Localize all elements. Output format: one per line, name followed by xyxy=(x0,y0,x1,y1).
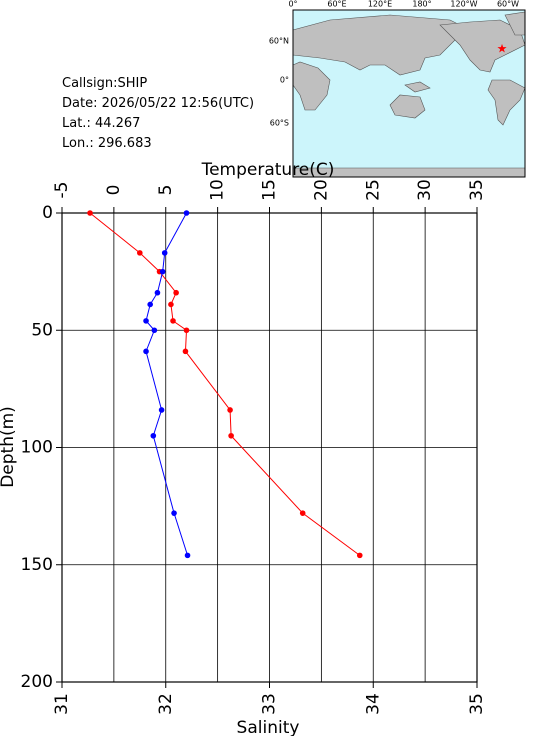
plot-frame xyxy=(61,212,478,683)
x-tick-label: 15 xyxy=(260,179,280,201)
info-line: Lon.: 296.683 xyxy=(62,136,152,151)
profile-point xyxy=(161,250,168,256)
x2-tick-label: 31 xyxy=(52,693,72,715)
profile-point xyxy=(228,432,234,439)
profile-point xyxy=(143,348,149,355)
profile-point xyxy=(168,301,174,308)
x2-tick-label: 35 xyxy=(467,693,487,715)
station-info: Callsign:SHIP Date: 2026/05/22 12:56(UTC)… xyxy=(62,76,254,151)
profile-point xyxy=(159,268,166,275)
profile-point xyxy=(183,327,190,334)
map-lon-label: 120°E xyxy=(368,0,392,9)
ship-marker: ★ xyxy=(497,42,508,56)
x-tick-label: -5 xyxy=(52,182,72,199)
map-frame xyxy=(292,9,526,178)
map-lon-label: 60°E xyxy=(327,0,346,9)
y-axis-title: Depth(m) xyxy=(0,406,18,488)
map-lon-label: 180° xyxy=(412,0,431,9)
profile-line xyxy=(145,212,189,556)
profile-point xyxy=(183,210,190,216)
land xyxy=(292,11,526,178)
profile-point xyxy=(227,407,233,413)
x2-axis-title: Salinity xyxy=(237,718,300,736)
x-tick-label: 10 xyxy=(208,179,228,201)
profile-point xyxy=(170,318,176,324)
x-tick-label: 25 xyxy=(363,179,383,201)
x2-tick-label: 33 xyxy=(260,693,280,715)
profile-point xyxy=(299,510,306,516)
y-tick-label: 200 xyxy=(21,672,53,692)
profile-point xyxy=(173,289,179,296)
profile-point xyxy=(137,250,143,256)
profile-point xyxy=(151,327,158,334)
profile-point xyxy=(356,552,363,559)
profile-point xyxy=(154,289,161,296)
info-line: Callsign:SHIP xyxy=(62,76,147,91)
info-line: Date: 2026/05/22 12:56(UTC) xyxy=(62,96,254,111)
profile-point xyxy=(184,552,191,559)
profile-point xyxy=(171,510,177,516)
x-tick-label: 0 xyxy=(104,185,124,196)
y-tick-label: 0 xyxy=(42,203,53,223)
profile-line xyxy=(89,212,361,556)
x-tick-label: 35 xyxy=(467,179,487,201)
y-tick-label: 150 xyxy=(21,555,53,575)
x-axis-title: Temperature(C) xyxy=(201,160,335,180)
profile-point xyxy=(150,432,157,439)
map-lon-label: 0° xyxy=(288,0,297,9)
profile-point xyxy=(158,407,165,413)
y-tick-label: 50 xyxy=(31,320,53,340)
y-tick-label: 100 xyxy=(21,438,53,458)
profile-point xyxy=(147,301,153,308)
map-lat-label: 60°N xyxy=(269,37,289,46)
map-lon-label: 60°W xyxy=(497,0,519,9)
map-lat-label: 0° xyxy=(280,76,289,85)
x2-tick-label: 34 xyxy=(363,693,383,715)
profile-point xyxy=(143,318,149,324)
x-tick-label: 20 xyxy=(311,179,331,201)
info-line: Lat.: 44.267 xyxy=(62,116,140,131)
profile-point xyxy=(182,348,189,355)
profile-point xyxy=(87,210,93,216)
map: ★ xyxy=(292,9,526,178)
x2-tick-label: 32 xyxy=(156,693,176,715)
x-tick-label: 30 xyxy=(415,179,435,201)
map-lat-label: 60°S xyxy=(270,119,289,128)
x-tick-label: 5 xyxy=(156,185,176,196)
map-lon-label: 120°W xyxy=(450,0,477,9)
